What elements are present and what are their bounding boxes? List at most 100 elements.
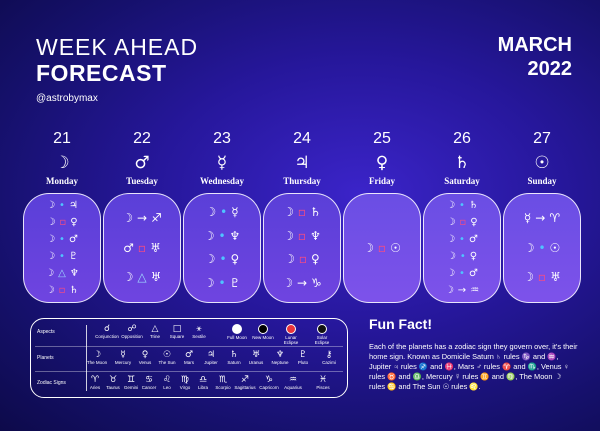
aspect-icon: ▫ [377,240,387,255]
planet-icon: ♆ [229,228,241,243]
planet-icon: ♇ [68,251,78,262]
day-card-monday: ☽ • ♃ ☽ ▫ ♀ ☽ • ♂ ☽ • ♇ ☽ △ ♆ ☽ ▫ ♄ [23,193,101,303]
day-ruler-icon: ♄ [454,153,470,173]
planet-icon: ♑ [311,276,322,291]
planet-icon: ♀ [70,217,78,228]
aspect-icon: • [59,200,65,211]
aspect-icon: △ [137,270,147,285]
planet-icon: ♀ [470,217,478,228]
planet-icon: ☽ [45,285,55,296]
legend-text: Full Moon [227,335,247,340]
aspect-row: ☽ ▫ ♆ [283,230,321,242]
legend-sign-cancer: ♋ Cancer [136,375,162,390]
aspect-row: ☽ • ☉ [523,240,561,255]
day-header-wednesday: 23 ☿ Wednesday [182,130,262,186]
day-name: Sunday [527,176,557,186]
day-header-monday: 21 ☽ Monday [22,130,102,186]
planet-icon: ☽ [46,217,56,228]
aspect-icon: ▫ [59,217,67,228]
aspect-row: ☽ △ ♅ [123,270,162,285]
day-name: Tuesday [126,176,158,186]
planet-icon: ☽ [205,204,217,219]
planet-icon: ♈ [549,210,561,225]
legend-text: Square [169,334,185,339]
day-card-thursday: ☽ ▫ ♄ ☽ ▫ ♆ ☽ ▫ ♀ ☽ → ♑ [263,193,341,303]
legend-planet-pluto-icon: ♇ [298,350,308,360]
legend-sign-aries-icon: ♈ [90,375,100,385]
aspect-icon: • [218,276,226,291]
aspect-row: ☽ • ☿ [205,204,238,219]
planet-icon: ☽ [283,204,294,219]
aspect-icon: → [457,285,467,296]
day-number: 21 [53,130,71,147]
legend-aspect-conjunction: ☌ Conjunction [94,324,120,339]
planet-icon: ♄ [310,204,321,219]
year: 2022 [527,58,573,80]
legend-planet-uranus-icon: ♅ [251,350,261,360]
aspect-row: ☽ • ♂ [446,268,478,279]
legend-sign-gemini: ♊ Gemini [118,375,144,390]
planet-icon: ☽ [446,217,456,228]
legend-box: Aspects Planets Zodiac Signs ☌ Conjunctio… [30,318,348,398]
legend-text: Jupiter [204,360,218,365]
legend-aspect-opposition-icon: ☍ [127,324,137,334]
aspect-row: ☽ • ♀ [447,251,477,262]
planet-icon: ♃ [68,200,78,211]
legend-sign-leo: ♌ Leo [154,375,180,390]
aspect-row: ☿ → ♈ [524,210,561,225]
legend-aspect-square: □ Square [164,324,190,339]
legend-planet-the-moon-icon: ☽ [92,350,102,360]
aspect-icon: • [459,234,465,245]
moon-phase-icon [232,324,242,334]
planet-icon: ☽ [282,276,293,291]
day-header-sunday: 27 ☉ Sunday [502,130,582,186]
legend-text: Gemini [123,385,139,390]
legend-text: Scorpio [215,385,231,390]
aspect-row: ♂ ▫ ♅ [123,242,161,254]
planet-icon: ♂ [468,268,478,279]
legend-text: Venus [138,360,152,365]
legend-planet-saturn-icon: ♄ [229,350,239,360]
planet-icon: ☽ [523,270,534,285]
title-line-2: FORECAST [36,60,167,86]
day-ruler-icon: ☉ [534,153,550,173]
legend-text: Opposition [121,334,143,339]
legend-planet-uranus: ♅ Uranus [243,350,269,365]
planet-icon: ☽ [523,240,535,255]
aspect-row: ☽ ▫ ♀ [284,253,320,265]
legend-planet-pluto: ♇ Pluto [290,350,316,365]
day-card-saturday: ☽ • ♄ ☽ ▫ ♀ ☽ • ♂ ☽ • ♀ ☽ • ♂ ☽ → ♒ [423,193,501,303]
day-ruler-icon: ♀ [375,153,389,173]
legend-separator [35,371,343,372]
planet-icon: ♀ [230,252,240,267]
legend-sign-leo-icon: ♌ [162,375,172,385]
aspect-icon: • [459,251,466,262]
day-ruler-icon: ♃ [294,153,310,173]
legend-aspect-square-icon: □ [172,324,182,334]
aspect-icon: → [296,276,308,291]
legend-separator [35,346,343,347]
aspect-icon: • [538,240,546,255]
legend-sign-sagittarius-icon: ♐ [240,375,250,385]
legend-text: Cancer [141,385,157,390]
planet-icon: ♅ [150,270,162,285]
legend-planet-jupiter: ♃ Jupiter [198,350,224,365]
planet-icon: ☉ [549,240,561,255]
legend-planet-mars: ♂ Mars [176,350,202,365]
planet-icon: ♂ [468,234,478,245]
legend-sign-pisces-icon: ♓ [318,375,328,385]
aspect-icon: • [219,252,227,267]
aspect-row: ☽ • ♀ [205,252,240,267]
title-line-1: WEEK AHEAD [36,34,199,60]
legend-planet-mercury: ☿ Mercury [110,350,136,365]
planet-icon: ♐ [151,210,162,225]
legend-sign-libra-icon: ♎ [198,375,208,385]
legend-sign-virgo-icon: ♍ [180,375,190,385]
day-name: Friday [369,176,395,186]
day-number: 27 [533,130,551,147]
aspect-icon: • [459,268,465,279]
aspect-row: ☽ • ♃ [46,200,78,211]
legend-planet-mercury-icon: ☿ [120,350,126,360]
legend-sign-taurus: ♉ Taurus [100,375,126,390]
month: MARCH [497,34,572,56]
